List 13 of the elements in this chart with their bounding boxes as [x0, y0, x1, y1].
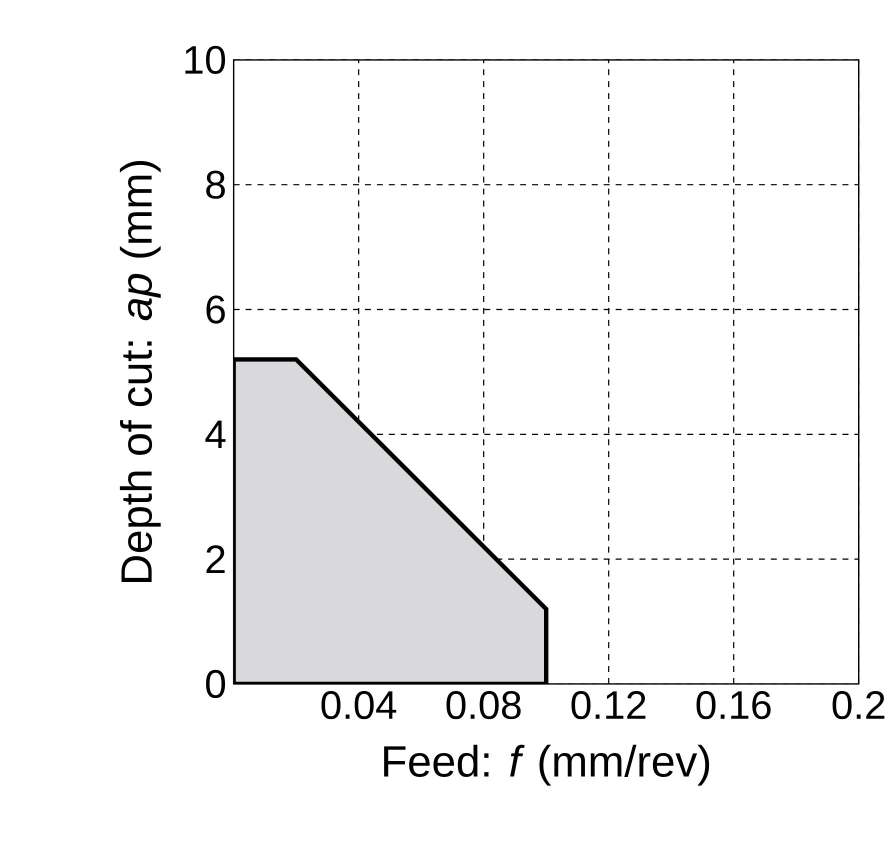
y-tick-label: 4 [205, 420, 226, 448]
x-tick-label: 0.2 [832, 691, 884, 720]
x-tick-label: 0.04 [322, 691, 396, 720]
y-tick-label: 6 [206, 296, 225, 324]
x-tick-label: 0.08 [446, 691, 521, 720]
y-tick-label: 0 [206, 670, 226, 698]
x-axis-title: Feed: f (mm/rev) [384, 744, 710, 786]
x-tick-label: 0.16 [696, 691, 771, 720]
x-tick-label: 0.12 [572, 691, 646, 720]
y-axis-title: Depth of cut: ap (mm) [120, 161, 161, 582]
y-tick-label: 10 [185, 46, 226, 74]
y-tick-label: 8 [206, 170, 225, 199]
y-tick-label: 2 [206, 545, 225, 574]
